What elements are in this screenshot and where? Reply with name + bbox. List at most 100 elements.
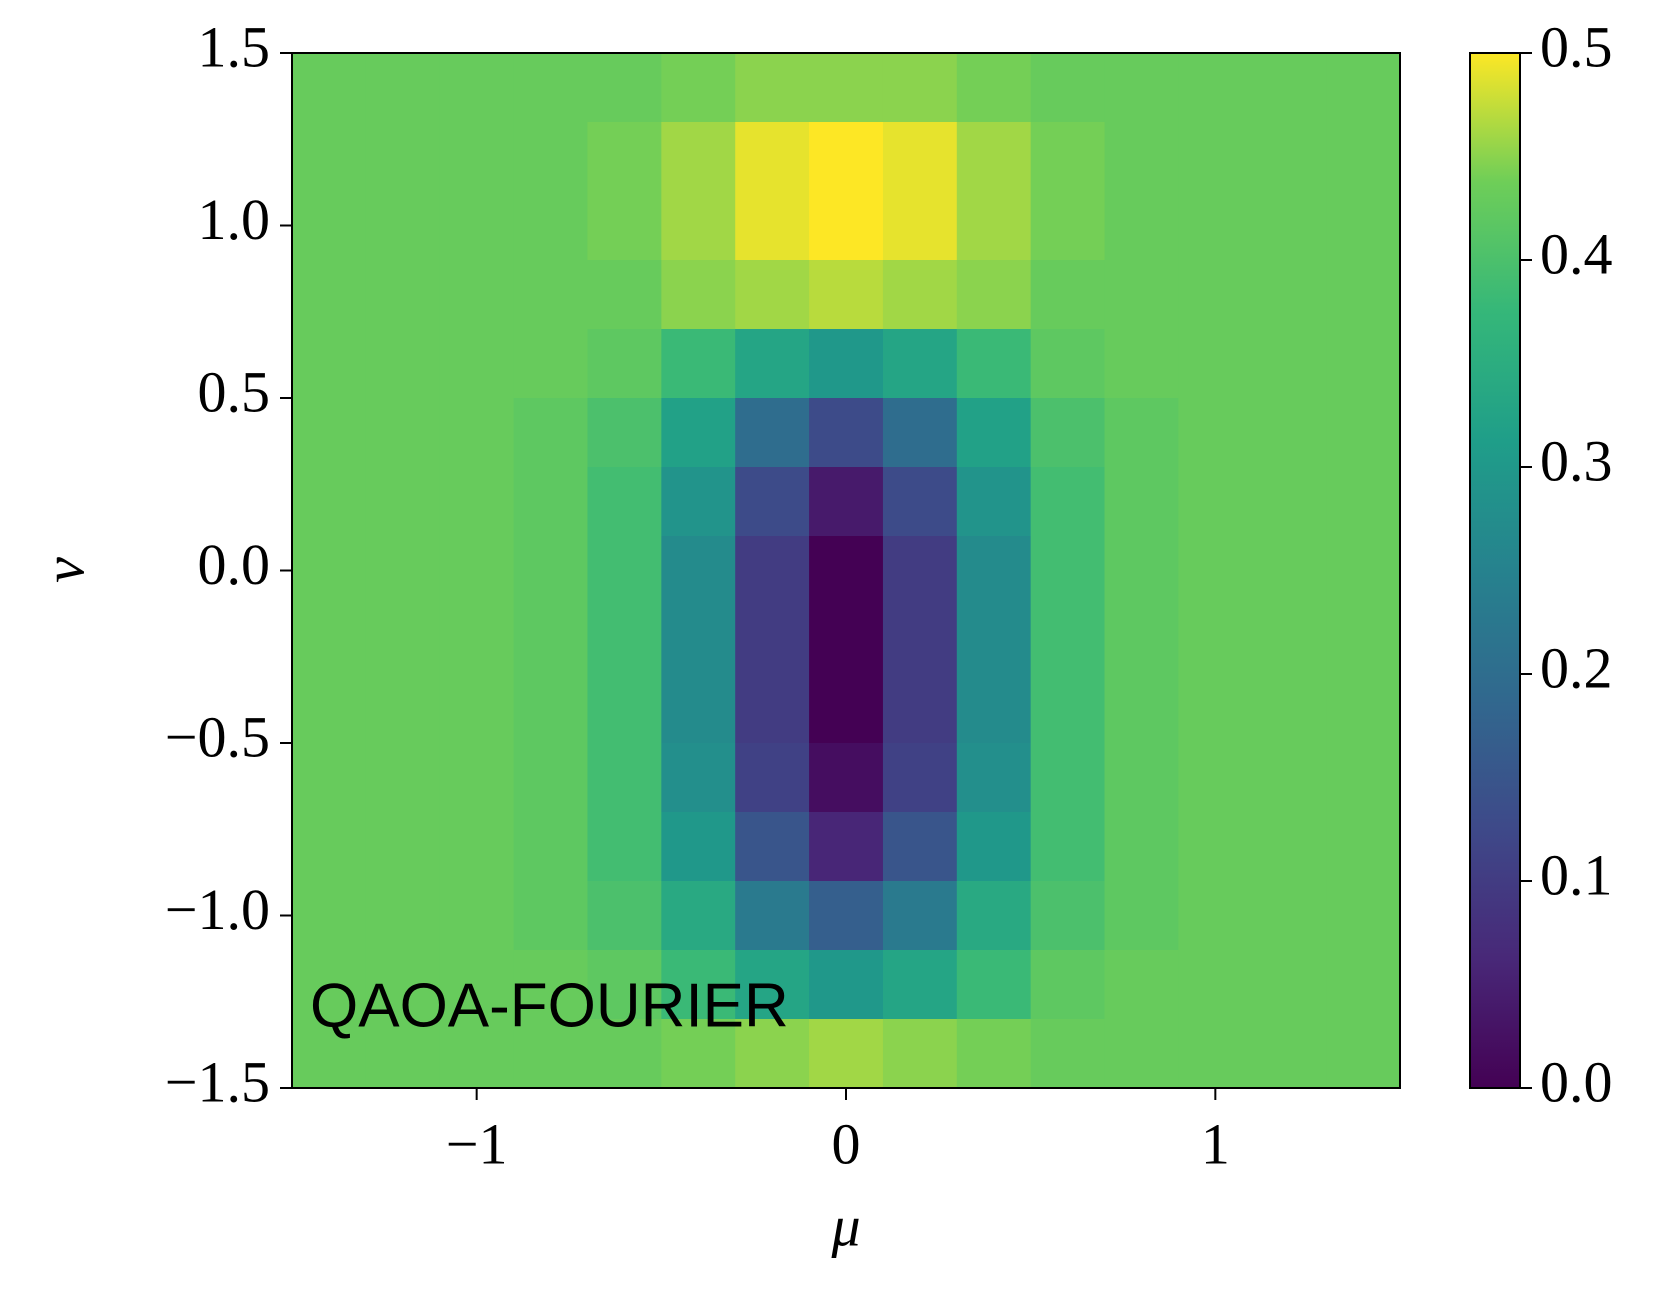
heatmap-cell xyxy=(809,398,884,468)
heatmap-cell xyxy=(1326,812,1401,882)
heatmap-cell xyxy=(809,674,884,744)
heatmap-cell xyxy=(661,605,736,675)
heatmap-cell xyxy=(1252,950,1327,1020)
heatmap-cell xyxy=(365,398,441,468)
heatmap-cell xyxy=(735,812,810,882)
heatmap-cell xyxy=(513,467,589,537)
heatmap-cell xyxy=(513,53,589,123)
heatmap-cell xyxy=(735,674,810,744)
heatmap-cell xyxy=(439,260,515,330)
heatmap-cell xyxy=(1030,467,1106,537)
heatmap-cell xyxy=(365,950,441,1020)
heatmap-cell xyxy=(809,260,884,330)
heatmap-cell xyxy=(1326,122,1401,192)
heatmap-cell xyxy=(1178,881,1253,951)
heatmap-cell xyxy=(513,812,589,882)
heatmap-cell xyxy=(956,536,1032,606)
colorbar-tick-label: 0.2 xyxy=(1540,635,1613,700)
heatmap-cell xyxy=(1326,398,1401,468)
heatmap-cell xyxy=(1252,329,1327,399)
heatmap-cell xyxy=(735,743,810,813)
y-tick-label: 1.0 xyxy=(198,187,271,252)
heatmap-cell xyxy=(1030,605,1106,675)
heatmap-cell xyxy=(661,122,736,192)
heatmap-cell xyxy=(1178,743,1253,813)
heatmap-cell xyxy=(587,950,662,1020)
heatmap-cell xyxy=(439,536,515,606)
colorbar xyxy=(1469,52,1521,1089)
heatmap-cell xyxy=(513,605,589,675)
heatmap-cell xyxy=(1030,191,1106,261)
heatmap-cell xyxy=(1326,329,1401,399)
heatmap-cell xyxy=(735,881,810,951)
heatmap-cell xyxy=(735,53,810,123)
heatmap-cell xyxy=(1104,812,1179,882)
heatmap-cell xyxy=(882,1019,958,1089)
heatmap-cell xyxy=(735,398,810,468)
heatmap-cell xyxy=(1030,122,1106,192)
x-tick-label: 1 xyxy=(1201,1111,1230,1176)
heatmap-cell xyxy=(1252,398,1327,468)
heatmap-cell xyxy=(735,122,810,192)
heatmap-cell xyxy=(1178,53,1253,123)
heatmap-cell xyxy=(587,536,662,606)
colorbar-tick-label: 0.1 xyxy=(1540,842,1613,907)
x-axis-label: μ xyxy=(830,1193,860,1258)
heatmap-cell xyxy=(587,743,662,813)
heatmap-cell xyxy=(292,467,367,537)
heatmap-cell xyxy=(1104,674,1179,744)
heatmap-cell xyxy=(513,1019,589,1089)
heatmap-cell xyxy=(1326,1019,1401,1089)
heatmap-cell xyxy=(1104,1019,1179,1089)
heatmap-cell xyxy=(1104,950,1179,1020)
heatmap-cell xyxy=(1326,743,1401,813)
heatmap-cell xyxy=(1104,329,1179,399)
heatmap-cell xyxy=(735,536,810,606)
heatmap-cell xyxy=(1030,881,1106,951)
heatmap-cell xyxy=(365,329,441,399)
y-tick-label: 1.5 xyxy=(198,14,271,79)
heatmap-cell xyxy=(1030,950,1106,1020)
heatmap-cell xyxy=(661,881,736,951)
heatmap-cell xyxy=(735,605,810,675)
heatmap-cell xyxy=(513,743,589,813)
heatmap-cell xyxy=(513,122,589,192)
heatmap-cell xyxy=(1178,329,1253,399)
heatmap-cell xyxy=(292,122,367,192)
heatmap-cell xyxy=(956,812,1032,882)
heatmap-cell xyxy=(513,950,589,1020)
heatmap-cell xyxy=(365,674,441,744)
heatmap-cell xyxy=(587,881,662,951)
heatmap-cell xyxy=(661,812,736,882)
heatmap-cell xyxy=(365,743,441,813)
heatmap-cell xyxy=(882,53,958,123)
heatmap-cell xyxy=(809,122,884,192)
heatmap-cell xyxy=(1252,743,1327,813)
heatmap-cell xyxy=(1178,398,1253,468)
heatmap-cell xyxy=(513,329,589,399)
heatmap-cell xyxy=(1252,536,1327,606)
heatmap-cell xyxy=(882,260,958,330)
heatmap-cell xyxy=(292,881,367,951)
heatmap-cell xyxy=(439,191,515,261)
heatmap-cell xyxy=(1326,950,1401,1020)
heatmap-cell xyxy=(1178,674,1253,744)
heatmap-cell xyxy=(735,950,810,1020)
heatmap-cell xyxy=(1252,605,1327,675)
heatmap-cell xyxy=(1178,605,1253,675)
heatmap-cell xyxy=(1178,191,1253,261)
heatmap-cell xyxy=(1104,467,1179,537)
heatmap-cell xyxy=(513,674,589,744)
y-axis-label: ν xyxy=(31,557,96,583)
heatmap-cell xyxy=(809,329,884,399)
heatmap-cell xyxy=(809,605,884,675)
heatmap-cell xyxy=(809,950,884,1020)
heatmap-cell xyxy=(365,53,441,123)
heatmap-cell xyxy=(956,1019,1032,1089)
heatmap-cell xyxy=(1252,260,1327,330)
heatmap-cell xyxy=(661,950,736,1020)
heatmap-cell xyxy=(365,812,441,882)
heatmap-cell xyxy=(661,674,736,744)
heatmap-cell xyxy=(1030,674,1106,744)
heatmap-cell xyxy=(365,122,441,192)
